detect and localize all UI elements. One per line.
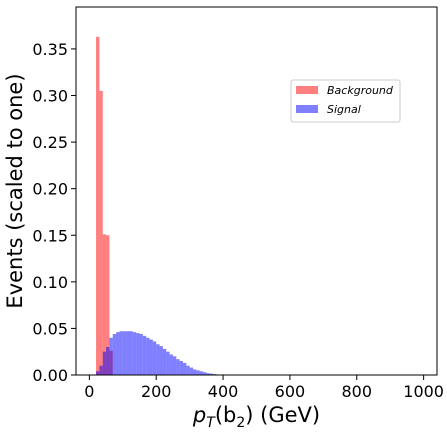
bar-signal-22 bbox=[169, 354, 173, 375]
y-tick-label-1: 0.05 bbox=[32, 319, 68, 338]
legend-swatch-signal bbox=[296, 105, 318, 113]
y-tick-label-4: 0.20 bbox=[32, 180, 68, 199]
bar-signal-14 bbox=[142, 335, 147, 375]
y-axis-label: Events (scaled to one) bbox=[3, 73, 27, 308]
y-tick-label-0: 0.00 bbox=[32, 366, 68, 385]
x-axis-label-subscript: T bbox=[206, 415, 216, 431]
bar-signal-9 bbox=[126, 331, 130, 375]
bar-signal-13 bbox=[139, 334, 143, 375]
bar-signal-7 bbox=[119, 331, 123, 375]
x-tick-label-5: 1000 bbox=[403, 382, 444, 401]
plot-frame bbox=[75, 6, 438, 376]
legend-label-signal: Signal bbox=[327, 103, 361, 116]
bar-signal-24 bbox=[176, 359, 180, 375]
bar-signal-20 bbox=[162, 348, 167, 375]
bar-signal-26 bbox=[182, 362, 187, 375]
x-axis-label-subscript-2: 2 bbox=[236, 415, 245, 431]
bar-signal-28 bbox=[189, 367, 193, 375]
bar-signal-5 bbox=[112, 334, 117, 375]
bar-signal-8 bbox=[122, 331, 127, 375]
bar-signal-16 bbox=[149, 339, 153, 375]
bar-signal-2 bbox=[102, 351, 107, 375]
bar-signal-6 bbox=[116, 332, 120, 375]
bars-layer bbox=[96, 36, 220, 376]
legend-label-background: Background bbox=[327, 84, 394, 97]
bar-signal-12 bbox=[136, 333, 140, 375]
x-tick-label-0: 0 bbox=[84, 382, 94, 401]
legend: Background Signal bbox=[290, 79, 401, 123]
x-tick-label-1: 200 bbox=[141, 382, 172, 401]
bar-signal-23 bbox=[172, 356, 177, 375]
bar-signal-17 bbox=[152, 341, 157, 375]
bar-signal-10 bbox=[129, 331, 133, 375]
x-tick-label-4: 800 bbox=[342, 382, 373, 401]
y-tick-label-3: 0.15 bbox=[32, 226, 68, 245]
bar-signal-4 bbox=[109, 337, 113, 375]
bar-background-2 bbox=[102, 234, 107, 375]
y-tick-label-5: 0.25 bbox=[32, 133, 68, 152]
bar-signal-27 bbox=[186, 365, 190, 375]
bar-signal-21 bbox=[166, 351, 170, 375]
bar-signal-19 bbox=[159, 346, 163, 375]
ticks-layer: 0 200 400 600 800 1000 0.00 0.05 0.10 0.15 0.20 0.2… bbox=[32, 40, 444, 401]
x-axis-label-unit: ) (GeV) bbox=[245, 403, 320, 427]
x-tick-label-2: 400 bbox=[208, 382, 239, 401]
bar-signal-11 bbox=[132, 332, 137, 375]
bar-signal-1 bbox=[99, 365, 103, 375]
bar-signal-30 bbox=[196, 370, 200, 375]
bar-signal-33 bbox=[206, 373, 210, 375]
bar-signal-34 bbox=[209, 373, 214, 375]
x-axis-label-symbol: p bbox=[192, 403, 206, 427]
legend-box bbox=[290, 79, 401, 123]
bar-signal-25 bbox=[179, 361, 183, 375]
bar-signal-0 bbox=[96, 371, 100, 375]
bar-signal-32 bbox=[203, 372, 207, 375]
bar-background-0 bbox=[96, 36, 100, 376]
x-tick-label-3: 600 bbox=[275, 382, 306, 401]
bar-signal-29 bbox=[192, 369, 197, 375]
bar-signal-3 bbox=[106, 347, 110, 375]
x-axis-label: pT(b2) (GeV) bbox=[192, 403, 320, 431]
y-tick-label-2: 0.10 bbox=[32, 273, 68, 292]
bar-signal-18 bbox=[156, 344, 160, 375]
legend-swatch-background bbox=[296, 86, 318, 94]
bar-background-1 bbox=[99, 90, 103, 376]
x-axis-label-paren: (b bbox=[215, 403, 237, 427]
bar-signal-31 bbox=[199, 371, 204, 375]
bar-signal-15 bbox=[146, 337, 150, 375]
bar-background-3 bbox=[106, 235, 110, 375]
y-tick-label-7: 0.35 bbox=[32, 40, 68, 59]
y-tick-label-6: 0.30 bbox=[32, 87, 68, 106]
